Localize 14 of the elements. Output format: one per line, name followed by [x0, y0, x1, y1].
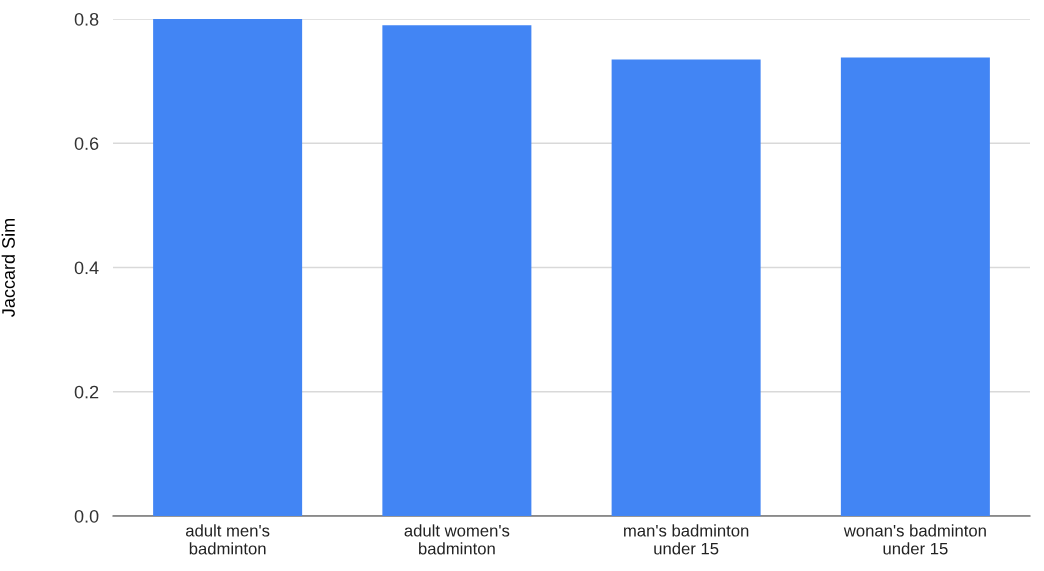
y-tick-label: 0.2: [74, 385, 99, 399]
y-tick-label: 0.0: [74, 509, 99, 523]
y-tick-label: 0.6: [74, 137, 99, 150]
bar: [611, 59, 761, 516]
x-tick-label: adult women's badminton: [404, 524, 510, 555]
x-tick-label: man's badminton under 15: [624, 524, 749, 555]
y-tick-label: 0.4: [74, 261, 99, 275]
y-tick-label: 0.8: [74, 12, 99, 26]
bar: [153, 19, 303, 516]
x-tick-label: wonan's badminton under 15: [843, 524, 986, 555]
y-axis-title: Jaccard Sim: [1, 219, 15, 317]
bar: [382, 25, 532, 516]
bar: [840, 57, 990, 516]
x-tick-label: adult men's badminton: [185, 524, 270, 555]
